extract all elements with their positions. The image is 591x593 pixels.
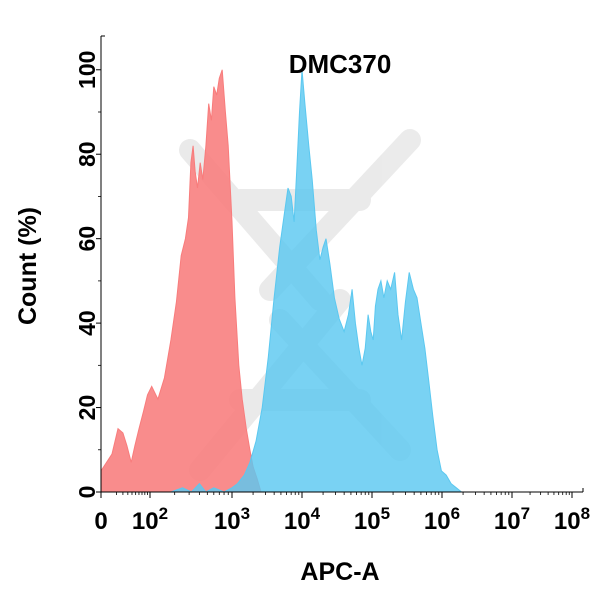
histogram-series-1 <box>100 69 262 493</box>
x-axis-title: APC-A <box>300 558 379 586</box>
y-tick-label: 60 <box>74 226 100 252</box>
x-tick-label: 105 <box>354 504 390 535</box>
x-tick-label: 106 <box>424 504 460 535</box>
histogram-series-2 <box>170 69 463 493</box>
y-tick-label: 80 <box>74 141 100 167</box>
y-axis-title: Count (%) <box>14 207 42 325</box>
y-tick-label: 100 <box>74 51 100 89</box>
y-tick-label: 20 <box>74 395 100 421</box>
x-tick-label: 108 <box>554 504 590 535</box>
histogram-series-layer <box>100 69 463 493</box>
x-tick-label: 103 <box>214 504 250 535</box>
x-tick-label: 104 <box>284 504 321 535</box>
chart-title: DMC370 <box>289 49 392 79</box>
x-tick-label: 107 <box>494 504 530 535</box>
y-tick-label: 40 <box>74 310 100 336</box>
x-tick-label: 0 <box>94 508 107 535</box>
y-tick-label: 0 <box>74 486 100 499</box>
x-tick-label: 102 <box>132 504 168 535</box>
